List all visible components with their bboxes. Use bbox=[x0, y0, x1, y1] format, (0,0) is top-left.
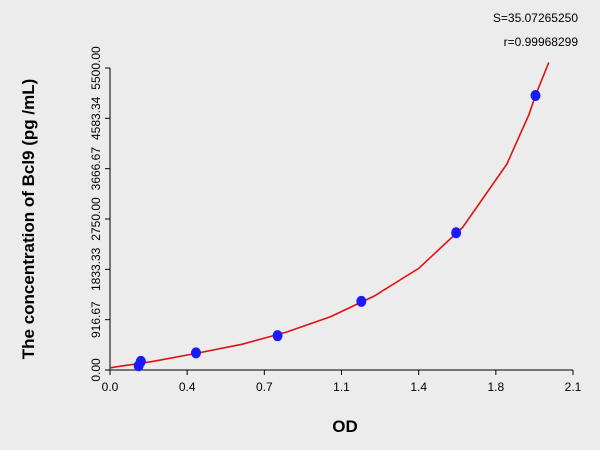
data-point bbox=[190, 347, 201, 359]
data-point bbox=[135, 355, 146, 367]
x-tick-label: 0.4 bbox=[179, 380, 196, 394]
x-axis-label: OD bbox=[332, 417, 358, 436]
data-point bbox=[530, 89, 541, 101]
y-tick-label: 5500.00 bbox=[89, 46, 103, 90]
data-point bbox=[272, 330, 283, 342]
x-tick-label: 0.0 bbox=[102, 380, 119, 394]
x-tick-label: 2.1 bbox=[565, 380, 582, 394]
annotation: S=35.07265250 bbox=[493, 11, 578, 25]
data-point bbox=[451, 227, 462, 239]
x-tick-label: 1.8 bbox=[487, 380, 504, 394]
x-tick-label: 1.1 bbox=[333, 380, 350, 394]
x-tick-label: 1.4 bbox=[410, 380, 427, 394]
y-tick-label: 916.67 bbox=[89, 301, 103, 338]
y-tick-label: 0.00 bbox=[89, 358, 103, 382]
annotation: r=0.99968299 bbox=[504, 35, 579, 49]
y-axis-label: The concentration of Bcl9 (pg /mL) bbox=[19, 79, 38, 360]
y-tick-label: 1833.33 bbox=[89, 247, 103, 291]
fit-curve bbox=[110, 62, 550, 369]
y-tick-label: 3666.67 bbox=[89, 147, 103, 191]
data-point bbox=[356, 295, 367, 307]
x-tick-label: 0.7 bbox=[256, 380, 273, 394]
y-tick-label: 4583.34 bbox=[89, 96, 103, 140]
y-tick-label: 2750.00 bbox=[89, 197, 103, 241]
